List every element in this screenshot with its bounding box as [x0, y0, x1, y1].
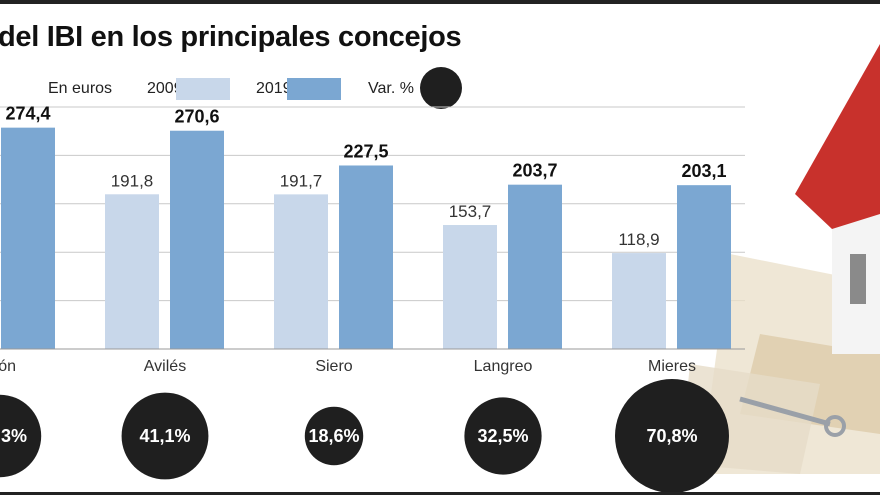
variation-bubble	[615, 379, 729, 492]
chart-title: del IBI en los principales concejos	[0, 21, 462, 53]
legend-label-variation: Var. %	[368, 80, 414, 97]
variation-bubbles: 3% 41,1% 18,6% 32,5% 70,8%	[0, 379, 729, 492]
bar-chart: 274,4 ón 191,8 270,6 Avilés 191,7 227,5 Siero 15…	[0, 44, 880, 474]
variation-bubble	[464, 397, 542, 475]
legend-variation-dot	[420, 67, 462, 109]
value-label-2019: 274,4	[5, 104, 50, 124]
category-label: Siero	[315, 358, 352, 375]
variation-label: 70,8%	[646, 426, 697, 446]
value-label-2019: 227,5	[343, 141, 388, 161]
value-label-2009: 153,7	[449, 202, 492, 221]
variation-label: 3%	[1, 426, 27, 446]
category-label: Avilés	[144, 358, 186, 375]
bar-2019	[677, 185, 731, 349]
bar-2009	[274, 194, 328, 349]
category-label: Mieres	[648, 358, 696, 375]
value-label-2019: 203,1	[681, 161, 726, 181]
variation-label: 41,1%	[139, 426, 190, 446]
legend-label-2009: 2009	[147, 80, 183, 97]
bar-2019	[339, 165, 393, 349]
value-label-2009: 118,9	[618, 230, 659, 249]
variation-bubble	[121, 392, 209, 480]
variation-label: 18,6%	[308, 426, 359, 446]
bar-2009	[105, 194, 159, 349]
category-label: Langreo	[474, 358, 533, 375]
value-label-2009: 191,8	[111, 171, 154, 190]
variation-label: 32,5%	[477, 426, 528, 446]
value-label-2019: 203,7	[512, 161, 557, 181]
legend-swatch-2019	[287, 78, 341, 100]
bar-2009	[612, 253, 666, 349]
legend-swatch-2009	[176, 78, 230, 100]
value-label-2009: 191,7	[280, 171, 323, 190]
category-label: ón	[0, 358, 16, 375]
legend-unit-label: En euros	[48, 80, 113, 97]
variation-bubble	[0, 394, 42, 478]
bar-2019	[508, 184, 562, 349]
bar-2019	[170, 130, 224, 349]
variation-bubble	[304, 406, 364, 466]
value-label-2019: 270,6	[174, 107, 219, 127]
bar-2009	[443, 225, 497, 349]
legend-label-2019: 2019	[256, 80, 292, 97]
bar-2019	[1, 127, 55, 349]
